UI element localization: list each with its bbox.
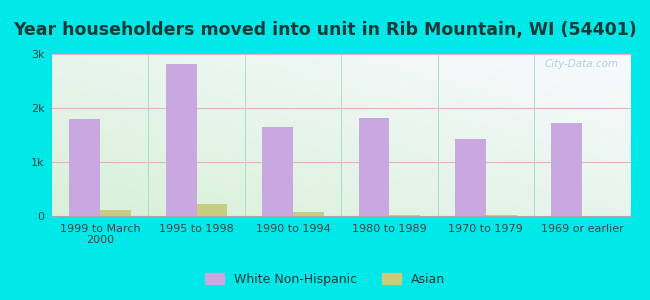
Bar [455,139,486,216]
Text: City-Data.com: City-Data.com [545,59,619,69]
Bar [359,118,389,216]
Bar [486,215,517,216]
Legend: White Non-Hispanic, Asian: White Non-Hispanic, Asian [200,268,450,291]
Text: Year householders moved into unit in Rib Mountain, WI (54401): Year householders moved into unit in Rib… [13,21,637,39]
Bar [196,204,227,216]
Bar [262,127,293,216]
Bar [70,119,100,216]
Bar [166,64,196,216]
Bar [100,210,131,216]
Bar [389,215,421,216]
Bar [551,123,582,216]
Bar [293,212,324,216]
